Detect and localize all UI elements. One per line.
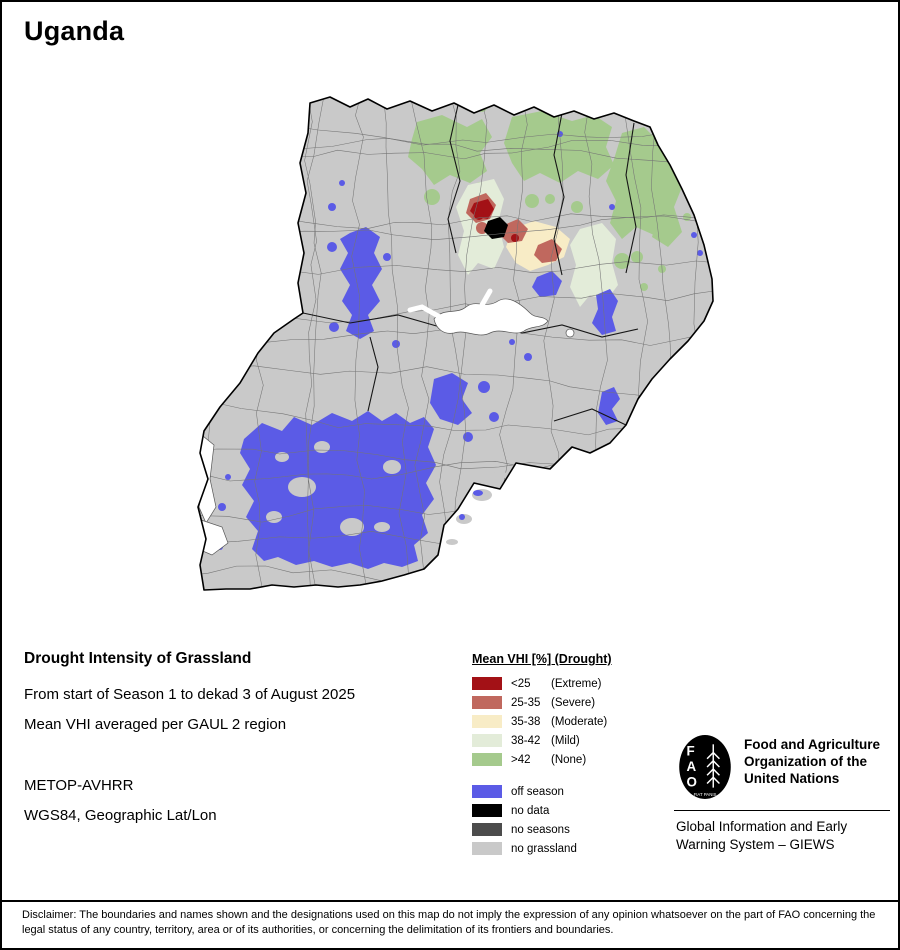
legend-item-off-season: off season bbox=[472, 782, 612, 801]
country-interior bbox=[198, 97, 713, 590]
country-border bbox=[197, 96, 714, 591]
page-title: Uganda bbox=[24, 16, 125, 46]
legend-swatch-severe bbox=[472, 696, 502, 709]
legend-swatch-no-grassland bbox=[472, 842, 502, 855]
legend-swatch-no-seasons bbox=[472, 823, 502, 836]
legend-swatch-no-data bbox=[472, 804, 502, 817]
map-sensor-line: METOP-AVHRR bbox=[24, 777, 134, 794]
fao-letter-o: O bbox=[686, 775, 696, 790]
uganda-drought-map bbox=[197, 96, 714, 591]
fao-separator-line bbox=[674, 810, 890, 811]
legend-label: (Moderate) bbox=[551, 715, 608, 728]
lake-kyoga bbox=[433, 298, 549, 336]
legend-swatch-off-season bbox=[472, 785, 502, 798]
map-subject-heading: Drought Intensity of Grassland bbox=[24, 650, 252, 667]
giews-label: Global Information and Early Warning Sys… bbox=[676, 819, 848, 853]
legend-range: 35-38 bbox=[511, 715, 541, 728]
legend-range: <25 bbox=[511, 677, 531, 690]
legend-range: >42 bbox=[511, 753, 531, 766]
legend-range: 25-35 bbox=[511, 696, 541, 709]
legend-label: no seasons bbox=[511, 823, 570, 836]
map-aggregation-line: Mean VHI averaged per GAUL 2 region bbox=[24, 716, 287, 733]
legend-item-no-data: no data bbox=[472, 801, 612, 820]
fao-logo-icon: F A O FIAT PANIS bbox=[679, 735, 731, 799]
lake-bisina bbox=[565, 328, 575, 338]
legend-label: (None) bbox=[551, 753, 587, 766]
legend-item-none: >42 (None) bbox=[472, 750, 612, 769]
map-period-line: From start of Season 1 to dekad 3 of Aug… bbox=[24, 686, 356, 703]
wheat-ear-icon bbox=[706, 744, 720, 788]
legend-swatch-moderate bbox=[472, 715, 502, 728]
legend-label: no data bbox=[511, 804, 550, 817]
grassland-gaps bbox=[266, 441, 401, 536]
map-info-block: Drought Intensity of Grassland From star… bbox=[24, 650, 355, 837]
legend-header: Mean VHI [%] (Drought) bbox=[472, 652, 612, 666]
fao-letter-f: F bbox=[686, 744, 694, 759]
disclaimer-text: Disclaimer: The boundaries and names sho… bbox=[2, 900, 898, 948]
legend-label: (Severe) bbox=[551, 696, 596, 709]
legend-item-mild: 38-42 (Mild) bbox=[472, 731, 612, 750]
fao-letter-a: A bbox=[686, 759, 696, 774]
legend-swatch-mild bbox=[472, 734, 502, 747]
legend-item-extreme: <25 (Extreme) bbox=[472, 674, 612, 693]
legend-item-no-grassland: no grassland bbox=[472, 839, 612, 858]
legend-label: off season bbox=[511, 785, 564, 798]
fao-org-name: Food and Agriculture Organization of the… bbox=[744, 737, 880, 786]
legend-label: no grassland bbox=[511, 842, 577, 855]
legend-item-severe: 25-35 (Severe) bbox=[472, 693, 612, 712]
legend-item-no-seasons: no seasons bbox=[472, 820, 612, 839]
map-legend: Mean VHI [%] (Drought) <25 (Extreme) 25-… bbox=[472, 652, 612, 858]
lake-edward bbox=[198, 518, 229, 556]
legend-label: (Extreme) bbox=[551, 677, 602, 690]
legend-season-group: off season no data no seasons no grassla… bbox=[472, 782, 612, 858]
legend-swatch-none bbox=[472, 753, 502, 766]
map-projection-line: WGS84, Geographic Lat/Lon bbox=[24, 807, 217, 824]
legend-label: (Mild) bbox=[551, 734, 580, 747]
fao-motto: FIAT PANIS bbox=[694, 792, 717, 797]
lake-victoria-islands bbox=[446, 471, 507, 545]
legend-range: 38-42 bbox=[511, 734, 541, 747]
legend-swatch-extreme bbox=[472, 677, 502, 690]
legend-item-moderate: 35-38 (Moderate) bbox=[472, 712, 612, 731]
